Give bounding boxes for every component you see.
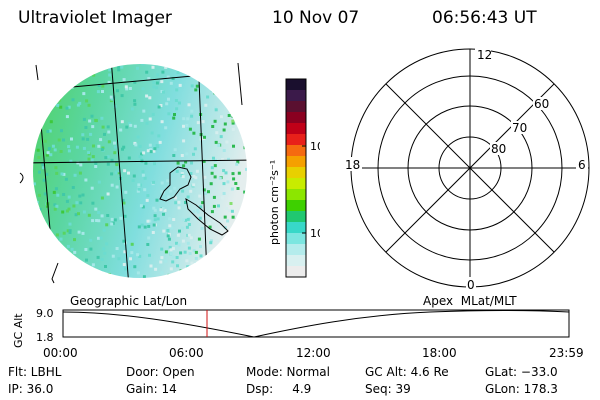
mlt-label-12: 12 bbox=[477, 48, 492, 62]
colorbar-segment bbox=[286, 255, 306, 267]
colorbar-segment bbox=[286, 211, 306, 223]
colorbar-segment bbox=[286, 167, 306, 179]
altitude-xtick-4: 23:59 bbox=[549, 346, 584, 360]
apex-polar-plot: 12 18 6 0 60 70 80 bbox=[340, 45, 600, 297]
color-bar: 100 10 photon cm⁻²s⁻¹ bbox=[260, 75, 320, 285]
altitude-curve bbox=[63, 311, 569, 338]
altitude-ylabel: GC Alt bbox=[12, 313, 25, 348]
colorbar-tick-10: 10 bbox=[310, 227, 320, 240]
altitude-ytick-high: 9.0 bbox=[36, 307, 54, 320]
colorbar-segment bbox=[286, 145, 306, 157]
mlt-label-6: 6 bbox=[578, 158, 586, 172]
colorbar-tick-100: 100 bbox=[310, 140, 320, 153]
colorbar-segment bbox=[286, 79, 306, 91]
colorbar-segment bbox=[286, 244, 306, 256]
gain-field: Gain: 14 bbox=[126, 382, 177, 396]
mlt-label-18: 18 bbox=[345, 158, 360, 172]
instrument-title: Ultraviolet Imager bbox=[18, 8, 172, 28]
altitude-xtick-3: 18:00 bbox=[422, 346, 457, 360]
colorbar-segment bbox=[286, 233, 306, 245]
colorbar-segment bbox=[286, 112, 306, 124]
lat-label-60: 60 bbox=[534, 97, 549, 111]
mode-field: Mode: Normal bbox=[246, 365, 330, 379]
filter-field: Flt: LBHL bbox=[8, 365, 61, 379]
colorbar-unit-label: photon cm⁻²s⁻¹ bbox=[268, 160, 281, 245]
geographic-image bbox=[18, 45, 258, 300]
lat-label-70: 70 bbox=[512, 121, 527, 135]
glon-field: GLon: 178.3 bbox=[485, 382, 558, 396]
mlt-label-0: 0 bbox=[467, 278, 475, 292]
colorbar-segment bbox=[286, 178, 306, 190]
lat-label-80: 80 bbox=[491, 142, 506, 156]
colorbar-segment bbox=[286, 189, 306, 201]
colorbar-segment bbox=[286, 101, 306, 113]
altitude-xtick-2: 12:00 bbox=[296, 346, 331, 360]
door-field: Door: Open bbox=[126, 365, 195, 379]
colorbar-segment bbox=[286, 222, 306, 234]
colorbar-segment bbox=[286, 123, 306, 135]
seq-field: Seq: 39 bbox=[365, 382, 411, 396]
time-label: 06:56:43 UT bbox=[432, 8, 537, 28]
polar-emission-patch bbox=[340, 195, 381, 297]
colorbar-segment bbox=[286, 90, 306, 102]
altitude-xtick-1: 06:00 bbox=[169, 346, 204, 360]
altitude-ytick-low: 1.8 bbox=[36, 331, 54, 344]
altitude-xtick-0: 00:00 bbox=[43, 346, 78, 360]
colorbar-segment bbox=[286, 134, 306, 146]
date-label: 10 Nov 07 bbox=[272, 8, 359, 28]
altitude-plot: GC Alt 9.0 1.8 00:00 06:00 12:00 18:00 2… bbox=[0, 300, 600, 362]
gc-alt-field: GC Alt: 4.6 Re bbox=[365, 365, 449, 379]
dsp-field: Dsp: 4.9 bbox=[246, 382, 311, 396]
colorbar-segment bbox=[286, 200, 306, 212]
colorbar-segment bbox=[286, 156, 306, 168]
colorbar-segment bbox=[286, 266, 306, 278]
glat-field: GLat: −33.0 bbox=[485, 365, 558, 379]
ip-field: IP: 36.0 bbox=[8, 382, 53, 396]
